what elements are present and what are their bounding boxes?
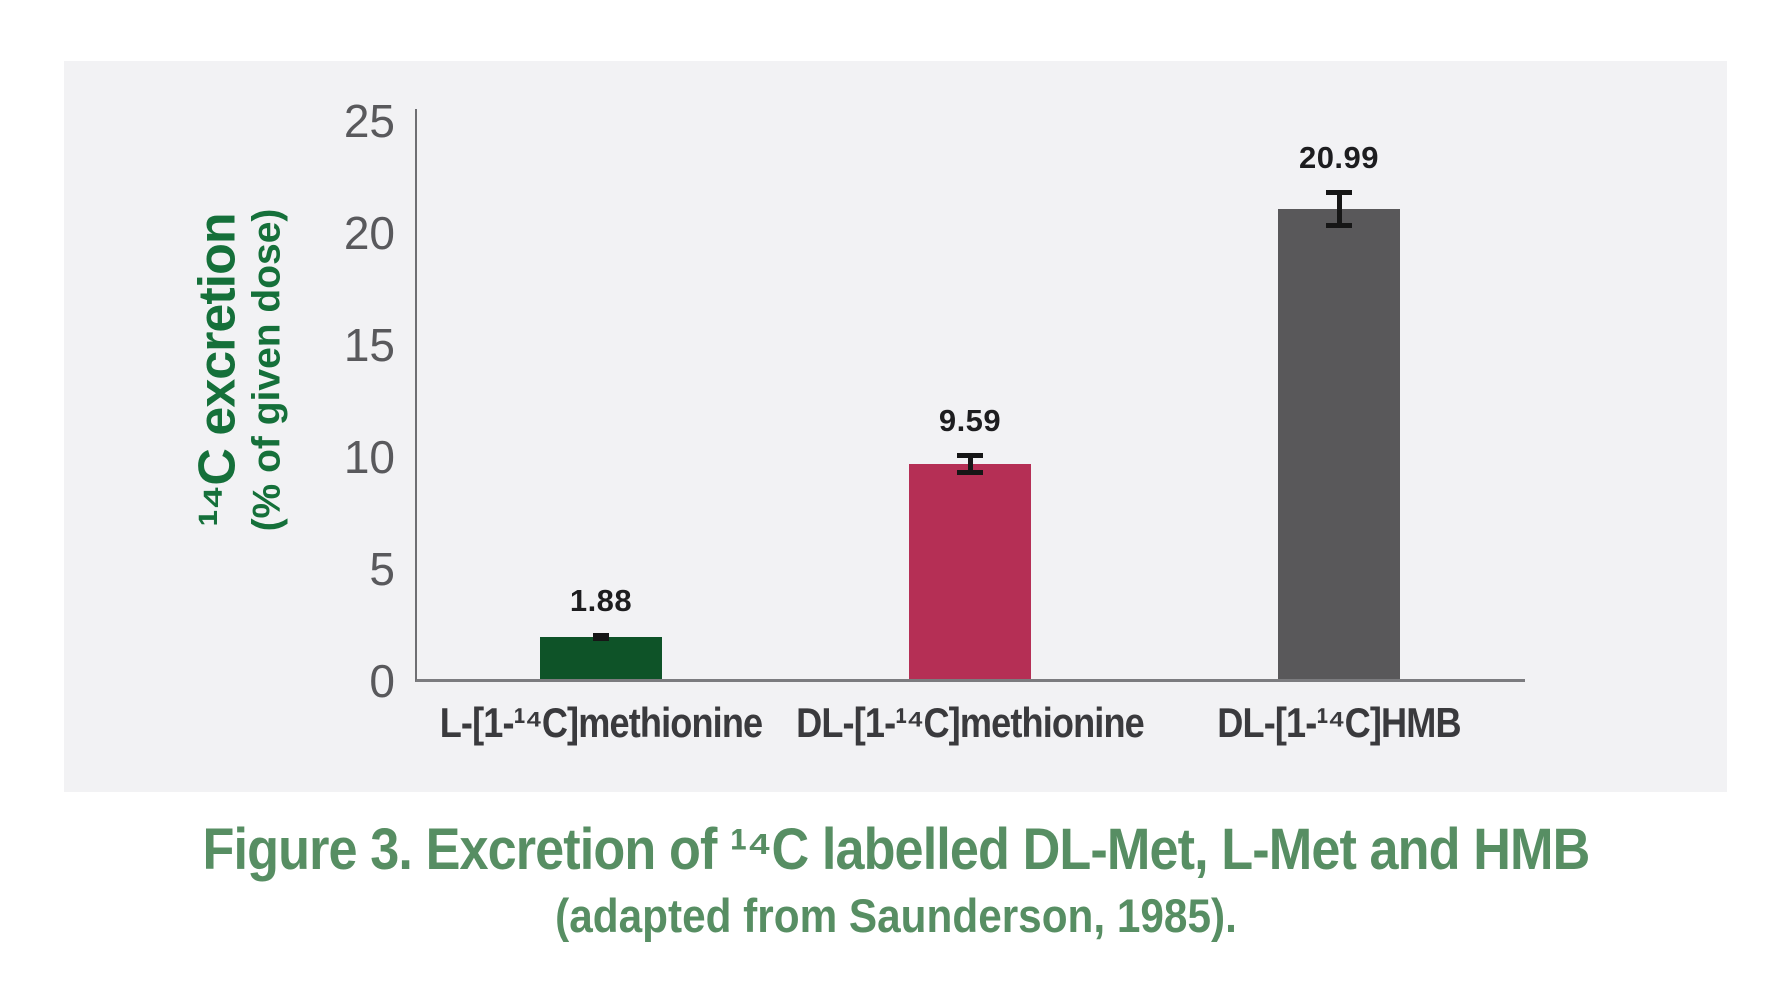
y-axis-tick-label: 0 xyxy=(369,655,395,707)
bar-value-label: 20.99 xyxy=(1298,139,1380,175)
y-axis-tick-label: 10 xyxy=(343,431,395,483)
bar xyxy=(1278,208,1400,679)
y-axis-tick-label: 5 xyxy=(369,543,395,595)
bar-category-label: L-[1-¹⁴C]methionine xyxy=(439,699,763,746)
bar-value-label: 9.59 xyxy=(938,402,1002,438)
caption-line1: Figure 3. Excretion of ¹⁴C labelled DL-M… xyxy=(202,817,1591,882)
caption-line2: (adapted from Saunderson, 1985). xyxy=(555,888,1237,942)
figure-caption: Figure 3. Excretion of ¹⁴C labelled DL-M… xyxy=(0,818,1792,941)
error-bar xyxy=(1326,189,1352,228)
y-axis-tick-label: 25 xyxy=(343,95,395,147)
y-axis-title-line2: (% of given dose) xyxy=(244,208,288,532)
error-bar-cap xyxy=(957,470,983,476)
y-axis-tick-label: 20 xyxy=(343,207,395,259)
bar xyxy=(909,464,1031,679)
plot-area: 0 5 10 15 20 25 1.88 L-[1-¹⁴C]methionine 9.59 DL… xyxy=(344,98,1525,746)
error-bar-cap xyxy=(1326,222,1352,228)
error-bar xyxy=(593,632,609,641)
error-bar-cap xyxy=(957,453,983,458)
y-axis-tick-label: 15 xyxy=(343,319,395,371)
bar-category-label: DL-[1-¹⁴C]methionine xyxy=(796,699,1145,746)
bar-category-label: DL-[1-¹⁴C]HMB xyxy=(1217,699,1461,746)
y-axis-title: ¹⁴C excretion (% of given dose) xyxy=(188,208,289,532)
error-bar xyxy=(957,453,983,476)
chart-panel: ¹⁴C excretion (% of given dose) 0 5 10 15 20… xyxy=(64,61,1727,792)
error-bar-cap xyxy=(1326,189,1352,195)
bar-value-label: 1.88 xyxy=(569,582,633,618)
bar xyxy=(540,636,662,679)
error-bar-cap xyxy=(593,632,609,638)
error-bar-line xyxy=(1336,189,1342,228)
error-bar-cap xyxy=(593,635,609,641)
error-bar-line xyxy=(967,453,973,476)
y-axis-title-line1: ¹⁴C excretion xyxy=(188,213,247,527)
